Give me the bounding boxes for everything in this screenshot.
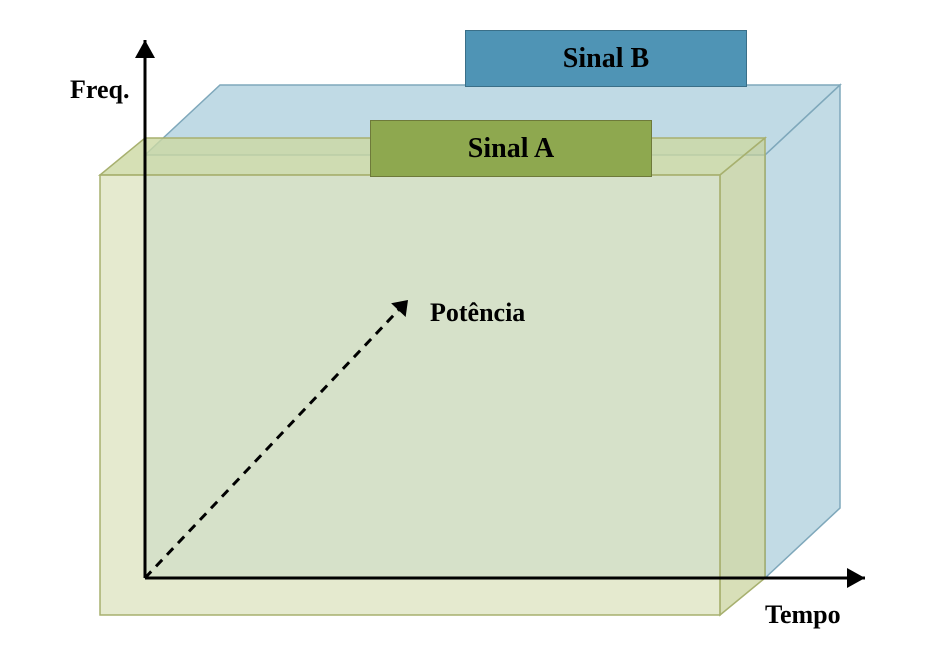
z-axis-label: Potência <box>430 298 525 328</box>
x-axis-label: Tempo <box>765 600 841 630</box>
sinal-a-header: Sinal A <box>370 120 652 177</box>
sinal-b-header: Sinal B <box>465 30 747 87</box>
sinal-b-label: Sinal B <box>563 43 649 75</box>
sinal-a-label: Sinal A <box>468 133 554 165</box>
y-axis-label: Freq. <box>70 75 129 105</box>
signal-diagram: Sinal B Sinal A Freq. Tempo Potência <box>0 0 929 661</box>
diagram-svg <box>0 0 929 661</box>
